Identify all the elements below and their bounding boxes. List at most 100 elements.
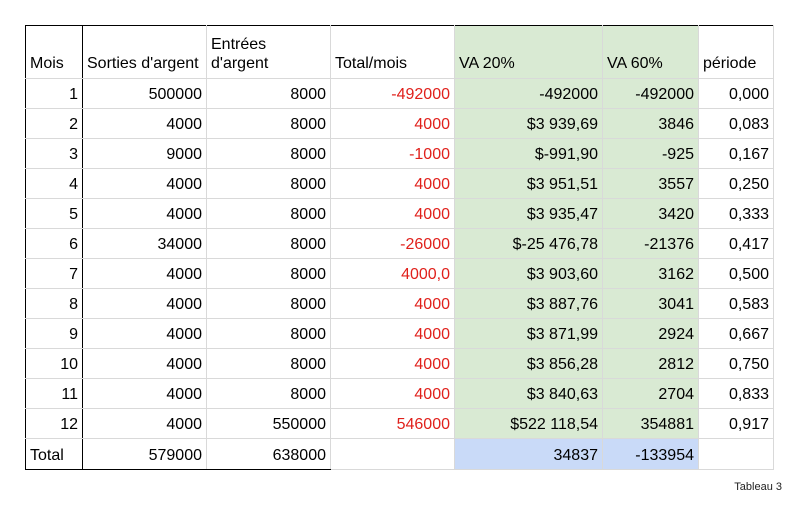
cell-mois[interactable]: 3: [25, 138, 83, 169]
cell-va-20[interactable]: $3 840,63: [454, 378, 603, 409]
cell-mois[interactable]: 12: [25, 408, 83, 439]
cell-periode[interactable]: 0,583: [698, 288, 774, 319]
cell-entrees[interactable]: 8000: [206, 378, 331, 409]
cell-total-mois[interactable]: 4000: [330, 288, 455, 319]
cell-periode[interactable]: 0,083: [698, 108, 774, 139]
cell-periode[interactable]: 0,417: [698, 228, 774, 259]
cell-entrees[interactable]: 8000: [206, 108, 331, 139]
total-mois[interactable]: Total: [25, 438, 83, 470]
cell-va-60[interactable]: 354881: [602, 408, 699, 439]
cell-sorties[interactable]: 4000: [82, 258, 207, 289]
cell-periode[interactable]: 0,833: [698, 378, 774, 409]
cell-va-20[interactable]: -492000: [454, 78, 603, 109]
cell-mois[interactable]: 11: [25, 378, 83, 409]
cell-va-60[interactable]: 3557: [602, 168, 699, 199]
cell-mois[interactable]: 4: [25, 168, 83, 199]
cell-total-mois[interactable]: 4000: [330, 168, 455, 199]
cell-va-20[interactable]: $-25 476,78: [454, 228, 603, 259]
header-sorties[interactable]: Sorties d'argent: [82, 25, 207, 79]
total-periode[interactable]: [698, 438, 774, 470]
cell-va-20[interactable]: $3 856,28: [454, 348, 603, 379]
cell-va-60[interactable]: -21376: [602, 228, 699, 259]
cell-entrees[interactable]: 8000: [206, 138, 331, 169]
cell-mois[interactable]: 9: [25, 318, 83, 349]
header-periode[interactable]: période: [698, 25, 774, 79]
cell-sorties[interactable]: 4000: [82, 408, 207, 439]
cell-total-mois[interactable]: 4000: [330, 378, 455, 409]
table-caption: Tableau 3: [734, 481, 782, 493]
cell-total-mois[interactable]: 4000: [330, 108, 455, 139]
cell-entrees[interactable]: 8000: [206, 258, 331, 289]
cell-sorties[interactable]: 4000: [82, 318, 207, 349]
cell-va-20[interactable]: $522 118,54: [454, 408, 603, 439]
cell-va-60[interactable]: 2812: [602, 348, 699, 379]
header-mois[interactable]: Mois: [25, 25, 83, 79]
cell-va-60[interactable]: 2924: [602, 318, 699, 349]
cell-va-20[interactable]: $3 903,60: [454, 258, 603, 289]
cell-va-20[interactable]: $3 887,76: [454, 288, 603, 319]
cell-sorties[interactable]: 4000: [82, 288, 207, 319]
cell-va-20[interactable]: $3 939,69: [454, 108, 603, 139]
cell-entrees[interactable]: 8000: [206, 198, 331, 229]
cell-total-mois[interactable]: -1000: [330, 138, 455, 169]
cell-total-mois[interactable]: 4000: [330, 198, 455, 229]
cell-va-60[interactable]: 3846: [602, 108, 699, 139]
cell-sorties[interactable]: 34000: [82, 228, 207, 259]
cell-va-60[interactable]: 3041: [602, 288, 699, 319]
cell-mois[interactable]: 10: [25, 348, 83, 379]
cell-periode[interactable]: 0,167: [698, 138, 774, 169]
cell-periode[interactable]: 0,750: [698, 348, 774, 379]
cell-va-20[interactable]: $3 951,51: [454, 168, 603, 199]
total-entrees[interactable]: 638000: [206, 438, 331, 470]
cell-va-60[interactable]: 3420: [602, 198, 699, 229]
cell-entrees[interactable]: 8000: [206, 228, 331, 259]
cell-mois[interactable]: 5: [25, 198, 83, 229]
total-va-60[interactable]: -133954: [602, 438, 699, 470]
cell-mois[interactable]: 1: [25, 78, 83, 109]
cell-va-20[interactable]: $3 935,47: [454, 198, 603, 229]
cell-total-mois[interactable]: 4000,0: [330, 258, 455, 289]
cell-va-20[interactable]: $3 871,99: [454, 318, 603, 349]
header-va-60[interactable]: VA 60%: [602, 25, 699, 79]
cell-entrees[interactable]: 8000: [206, 168, 331, 199]
header-va-20[interactable]: VA 20%: [454, 25, 603, 79]
cell-entrees[interactable]: 8000: [206, 288, 331, 319]
cell-total-mois[interactable]: -492000: [330, 78, 455, 109]
total-total-mois[interactable]: [330, 438, 455, 470]
table-row: 9 4000 8000 4000 $3 871,99 2924 0,667: [25, 318, 774, 349]
cell-mois[interactable]: 7: [25, 258, 83, 289]
cell-sorties[interactable]: 9000: [82, 138, 207, 169]
cell-periode[interactable]: 0,250: [698, 168, 774, 199]
cell-entrees[interactable]: 8000: [206, 348, 331, 379]
total-va-20[interactable]: 34837: [454, 438, 603, 470]
cell-total-mois[interactable]: 546000: [330, 408, 455, 439]
cell-sorties[interactable]: 4000: [82, 168, 207, 199]
cell-va-60[interactable]: -925: [602, 138, 699, 169]
cell-periode[interactable]: 0,917: [698, 408, 774, 439]
cell-periode[interactable]: 0,667: [698, 318, 774, 349]
cell-total-mois[interactable]: 4000: [330, 318, 455, 349]
cell-entrees[interactable]: 8000: [206, 318, 331, 349]
cell-entrees[interactable]: 8000: [206, 78, 331, 109]
header-entrees[interactable]: Entrées d'argent: [206, 25, 331, 79]
cell-sorties[interactable]: 4000: [82, 198, 207, 229]
cell-total-mois[interactable]: 4000: [330, 348, 455, 379]
total-sorties[interactable]: 579000: [82, 438, 207, 470]
cell-sorties[interactable]: 4000: [82, 108, 207, 139]
cell-va-20[interactable]: $-991,90: [454, 138, 603, 169]
cell-va-60[interactable]: -492000: [602, 78, 699, 109]
cell-mois[interactable]: 6: [25, 228, 83, 259]
cell-va-60[interactable]: 2704: [602, 378, 699, 409]
cell-mois[interactable]: 8: [25, 288, 83, 319]
cell-entrees[interactable]: 550000: [206, 408, 331, 439]
cell-periode[interactable]: 0,333: [698, 198, 774, 229]
cell-mois[interactable]: 2: [25, 108, 83, 139]
cell-sorties[interactable]: 500000: [82, 78, 207, 109]
header-total-mois[interactable]: Total/mois: [330, 25, 455, 79]
cell-sorties[interactable]: 4000: [82, 378, 207, 409]
cell-sorties[interactable]: 4000: [82, 348, 207, 379]
cell-total-mois[interactable]: -26000: [330, 228, 455, 259]
cell-va-60[interactable]: 3162: [602, 258, 699, 289]
cell-periode[interactable]: 0,500: [698, 258, 774, 289]
cell-periode[interactable]: 0,000: [698, 78, 774, 109]
